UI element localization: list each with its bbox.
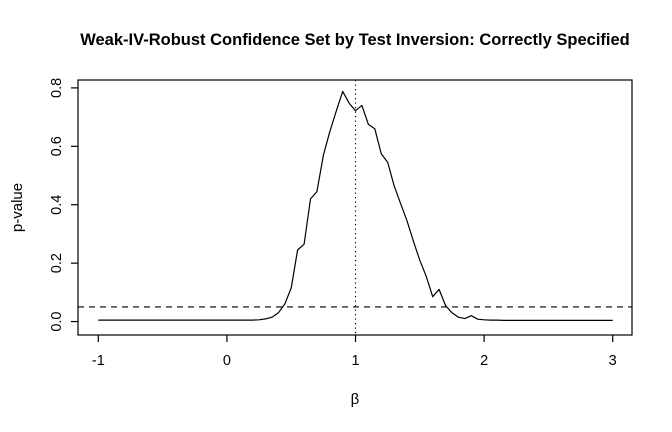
y-axis-title: p-value <box>9 183 26 232</box>
x-axis-tick-label: -1 <box>92 353 105 369</box>
x-axis-tick-label: 2 <box>480 353 488 369</box>
x-axis-tick-label: 0 <box>223 353 231 369</box>
y-axis-tick-label: 0.6 <box>49 136 65 156</box>
plot-generated-content: -1 0 1 2 3 0.0 0.2 0.4 0.6 0.8 <box>49 78 633 369</box>
p-value-curve <box>98 90 613 321</box>
x-axis-title: β <box>351 391 360 408</box>
x-axis-tick-label: 3 <box>609 353 617 369</box>
chart-title: Weak-IV-Robust Confidence Set by Test In… <box>80 31 630 49</box>
y-axis-tick-label: 0.0 <box>49 311 65 331</box>
y-axis-tick-label: 0.8 <box>49 78 65 98</box>
x-axis-tick-label: 1 <box>351 353 359 369</box>
y-axis-tick-label: 0.2 <box>49 253 65 273</box>
y-axis-tick-label: 0.4 <box>49 195 65 215</box>
